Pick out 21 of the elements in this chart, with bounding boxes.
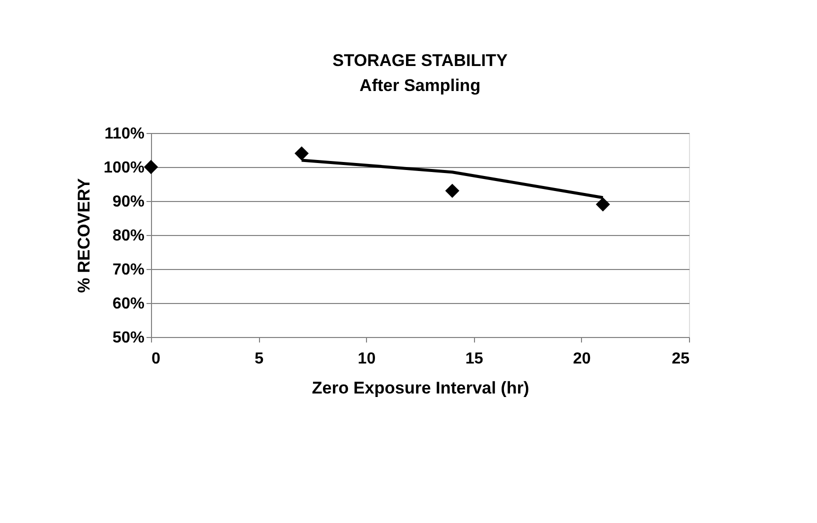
- chart-subtitle: After Sampling: [360, 76, 480, 95]
- y-tick-label: 110%: [104, 126, 144, 142]
- x-axis-title: Zero Exposure Interval (hr): [312, 378, 530, 398]
- y-tick-label: 70%: [112, 262, 144, 278]
- x-tick-label: 5: [254, 350, 264, 368]
- y-tick-label: 100%: [104, 160, 144, 176]
- x-tick-label: 25: [672, 350, 690, 368]
- y-tick-label: 50%: [112, 330, 144, 346]
- point: [294, 146, 309, 160]
- point: [596, 197, 610, 212]
- point: [445, 184, 460, 198]
- y-tick-label: 80%: [112, 228, 144, 244]
- y-tick-label: 60%: [112, 296, 144, 312]
- y-tick-label: 90%: [112, 194, 144, 210]
- chart-title: STORAGE STABILITY: [332, 51, 508, 70]
- x-tick-label: 10: [358, 350, 376, 368]
- x-tick-label: 15: [465, 350, 484, 368]
- y-axis-title: % RECOVERY: [74, 178, 94, 293]
- point: [144, 160, 158, 174]
- x-tick-label: 0: [152, 350, 160, 368]
- x-tick-label: 20: [573, 350, 591, 368]
